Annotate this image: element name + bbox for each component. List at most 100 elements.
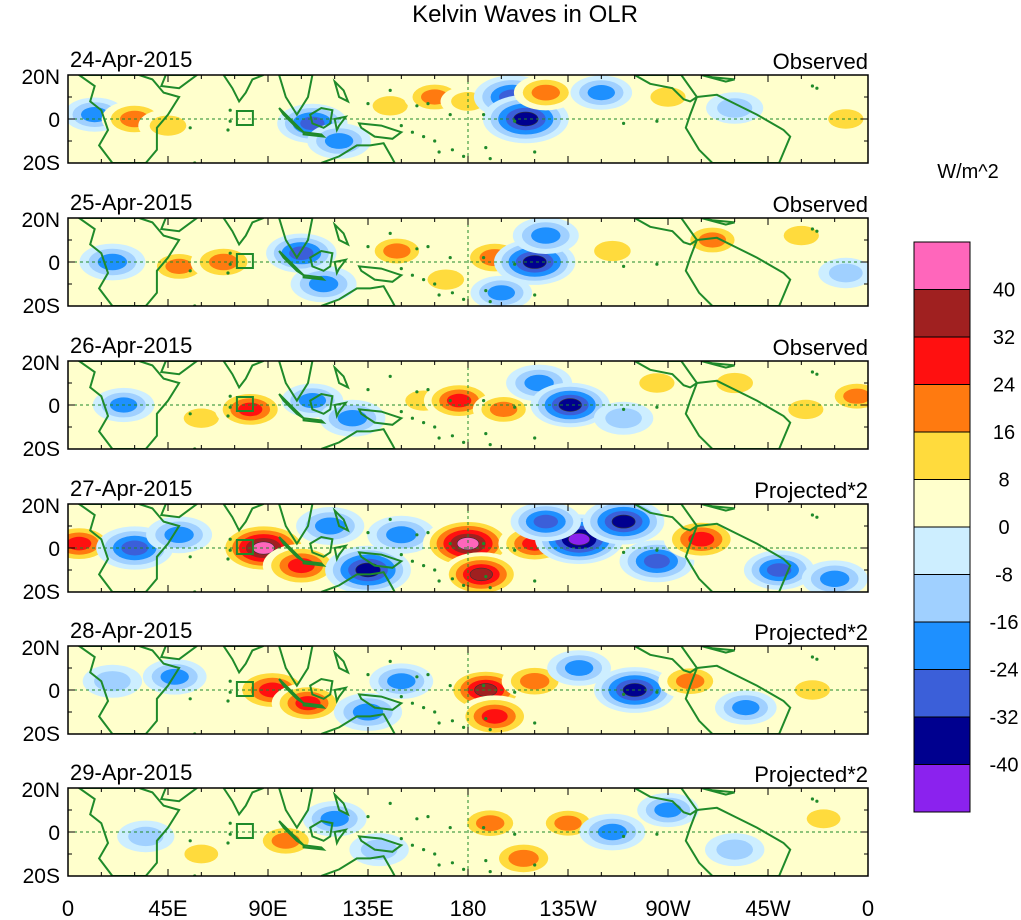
- island-marker: [422, 848, 426, 852]
- coastline-seasia: [278, 361, 314, 403]
- island-marker: [450, 577, 454, 581]
- coastline-carib: [701, 504, 735, 512]
- coastline-india: [222, 218, 264, 247]
- island-marker: [810, 84, 815, 88]
- coastline-borneo: [309, 392, 334, 415]
- island-marker: [399, 267, 403, 271]
- y-tick-label: 20N: [21, 209, 60, 232]
- olr-anomaly-blob: [307, 123, 371, 159]
- island-marker: [810, 513, 815, 517]
- olr-anomaly-blob: [470, 275, 533, 306]
- colorbar-cell: [913, 716, 971, 765]
- coastline-sulawesi: [333, 828, 349, 847]
- olr-anomaly-blob: [705, 833, 765, 867]
- island-marker: [482, 113, 486, 117]
- coastline-camer: [632, 75, 699, 103]
- coastline-sumatra: [278, 250, 305, 277]
- island-marker: [426, 102, 430, 106]
- y-tick-label: 20S: [23, 152, 60, 175]
- island-marker: [188, 555, 192, 559]
- coastline-phil: [332, 78, 350, 104]
- coastline-samer: [684, 379, 792, 449]
- colorbar-cell: [913, 431, 971, 480]
- coastline-samer: [684, 236, 792, 306]
- coastline-borneo: [309, 819, 334, 842]
- panel-date: 29-Apr-2015: [70, 760, 192, 785]
- panel-date: 25-Apr-2015: [70, 190, 192, 215]
- x-tick-label: 90W: [645, 896, 690, 920]
- map-panel-4: 20N 0 20S 27-Apr-2015 Projected*2: [21, 476, 869, 604]
- olr-contour-level: [554, 815, 582, 831]
- island-marker: [437, 150, 441, 154]
- island-marker: [484, 146, 488, 150]
- olr-anomaly-blob: [441, 552, 521, 592]
- colorbar-tick-label: 24: [993, 375, 1015, 397]
- island-marker: [399, 124, 403, 128]
- x-tick-label: 45W: [745, 896, 790, 920]
- island-marker: [228, 251, 232, 255]
- colorbar-unit-label: W/m^2: [937, 161, 999, 183]
- olr-anomaly-blob: [190, 243, 257, 281]
- coastline-borneo: [309, 677, 334, 700]
- island-marker: [448, 399, 452, 403]
- coastline-samer: [684, 664, 792, 734]
- island-marker: [422, 278, 426, 282]
- panel-type-label: Projected*2: [754, 478, 868, 503]
- olr-anomaly-blob: [512, 218, 579, 254]
- island-marker: [482, 826, 486, 830]
- island-marker: [433, 139, 437, 143]
- reference-box: [235, 681, 254, 697]
- island-marker: [366, 102, 370, 106]
- olr-anomaly-blob: [416, 263, 476, 297]
- olr-anomaly-blob: [369, 663, 434, 699]
- panel-date: 26-Apr-2015: [70, 333, 192, 358]
- olr-anomaly-blob: [579, 813, 646, 851]
- olr-anomaly-blob: [637, 792, 699, 828]
- y-tick-label: 0: [48, 252, 60, 275]
- island-marker: [226, 271, 230, 275]
- olr-anomaly-blob: [570, 75, 633, 110]
- island-marker: [484, 717, 488, 721]
- island-marker: [399, 553, 403, 557]
- map-panel-5: 20N 0 20S 28-Apr-2015 Projected*2: [21, 618, 869, 746]
- chart-title: Kelvin Waves in OLR: [412, 1, 638, 28]
- olr-contour-level: [337, 410, 368, 427]
- olr-anomaly-blob: [82, 664, 143, 698]
- olr-anomaly-blob: [582, 234, 643, 268]
- map-panel-6: 20N 0 20S 29-Apr-2015 Projected*2: [21, 760, 869, 888]
- olr-field: [79, 218, 868, 306]
- x-tick-label: 45E: [148, 896, 187, 920]
- island-marker: [448, 113, 452, 117]
- coastline-carib: [701, 646, 735, 654]
- y-tick-label: 0: [48, 395, 60, 418]
- island-marker: [388, 801, 392, 806]
- island-marker: [655, 690, 659, 694]
- map-panel-1: 20N 0 20S 24-Apr-2015 Observed: [21, 47, 869, 175]
- coastline-india: [222, 788, 264, 817]
- island-marker: [388, 659, 392, 664]
- olr-anomaly-blob: [117, 820, 175, 853]
- coastline-arabia: [159, 504, 199, 519]
- olr-contour-level: [183, 408, 219, 428]
- coastline-png: [357, 693, 404, 711]
- coastline-camer: [632, 218, 699, 246]
- olr-anomaly-blob: [458, 805, 523, 841]
- colorbar-tick-label: 16: [993, 422, 1015, 444]
- olr-contour-level: [94, 671, 131, 692]
- olr-contour-level: [611, 514, 636, 529]
- olr-field: [92, 364, 868, 437]
- colorbar-cell: [913, 574, 971, 623]
- coastline-borneo: [309, 249, 334, 272]
- coastlines: [77, 75, 819, 163]
- island-marker: [415, 817, 419, 821]
- coastline-sulawesi: [333, 401, 349, 420]
- x-axis: 0 45E 90E 135E 180 135W 90W 45W 0: [62, 896, 874, 920]
- island-marker: [426, 388, 430, 392]
- olr-anomaly-blob: [423, 380, 495, 421]
- island-marker: [228, 119, 232, 123]
- island-marker: [450, 291, 454, 295]
- island-marker: [226, 841, 230, 845]
- island-marker: [513, 832, 517, 836]
- x-tick-label: 180: [450, 896, 487, 920]
